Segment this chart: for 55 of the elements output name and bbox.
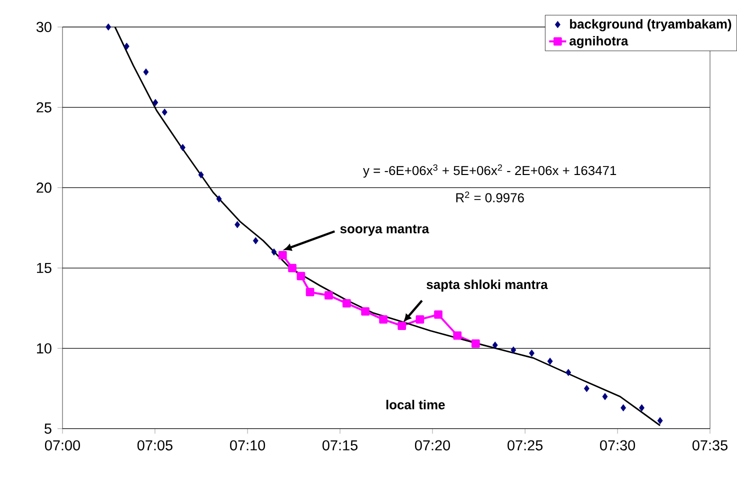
point: [252, 237, 258, 244]
point: [492, 342, 498, 349]
point: [416, 315, 424, 324]
point: [657, 417, 663, 424]
point: [602, 392, 608, 400]
point: [106, 23, 112, 31]
point: [547, 358, 553, 365]
point: [152, 98, 158, 106]
x-tick-label: 07:05: [137, 440, 172, 450]
x-tick-label: 07:25: [508, 440, 543, 450]
point: [288, 264, 296, 272]
point: [471, 339, 480, 348]
point: [528, 350, 534, 357]
legend-label: agnihotra: [570, 36, 628, 48]
point: [162, 108, 168, 116]
y-tick-label: 5: [44, 424, 52, 434]
point: [296, 272, 306, 280]
x-tick-label: 07:10: [230, 440, 266, 450]
point: [216, 195, 222, 203]
point: [342, 299, 351, 308]
point: [453, 331, 462, 340]
point: [566, 368, 572, 376]
y-tick-label: 20: [36, 182, 52, 193]
x-tick-label: 07:30: [600, 440, 636, 450]
point: [234, 221, 240, 228]
point: [180, 144, 186, 152]
x-tick-label: 07:15: [322, 440, 358, 450]
point: [278, 250, 287, 260]
point: [124, 42, 130, 50]
point: [271, 248, 277, 256]
point: [639, 404, 644, 412]
point: [143, 68, 149, 76]
point: [584, 384, 590, 392]
point: [620, 404, 626, 412]
annotation: soorya mantra: [340, 224, 430, 236]
annotation: y = -6E+06x$^{3}$ + 5E+06x$^{2}$ - 2E+06x + 163471: [363, 164, 616, 178]
y-tick-label: 10: [37, 343, 52, 354]
y-tick-label: 25: [36, 102, 52, 112]
point: [306, 288, 314, 296]
y-tick-label: 15: [37, 262, 52, 274]
x-tick-label: 07:00: [44, 440, 80, 450]
point: [361, 307, 370, 316]
annotation: R$^{2}$ = 0.9976: [456, 192, 524, 202]
point: [510, 346, 516, 354]
annotation: sapta shloki mantra: [426, 280, 548, 292]
x-tick-label: 07:20: [414, 440, 450, 450]
point: [324, 291, 333, 300]
point: [398, 322, 406, 330]
x-axis-title: local time: [386, 400, 445, 410]
point: [379, 315, 388, 324]
legend-label: background (tryambakam): [570, 19, 732, 32]
y-tick-label: 30: [36, 22, 52, 32]
point: [434, 310, 442, 319]
point: [198, 171, 204, 178]
x-tick-label: 07:35: [692, 440, 728, 450]
